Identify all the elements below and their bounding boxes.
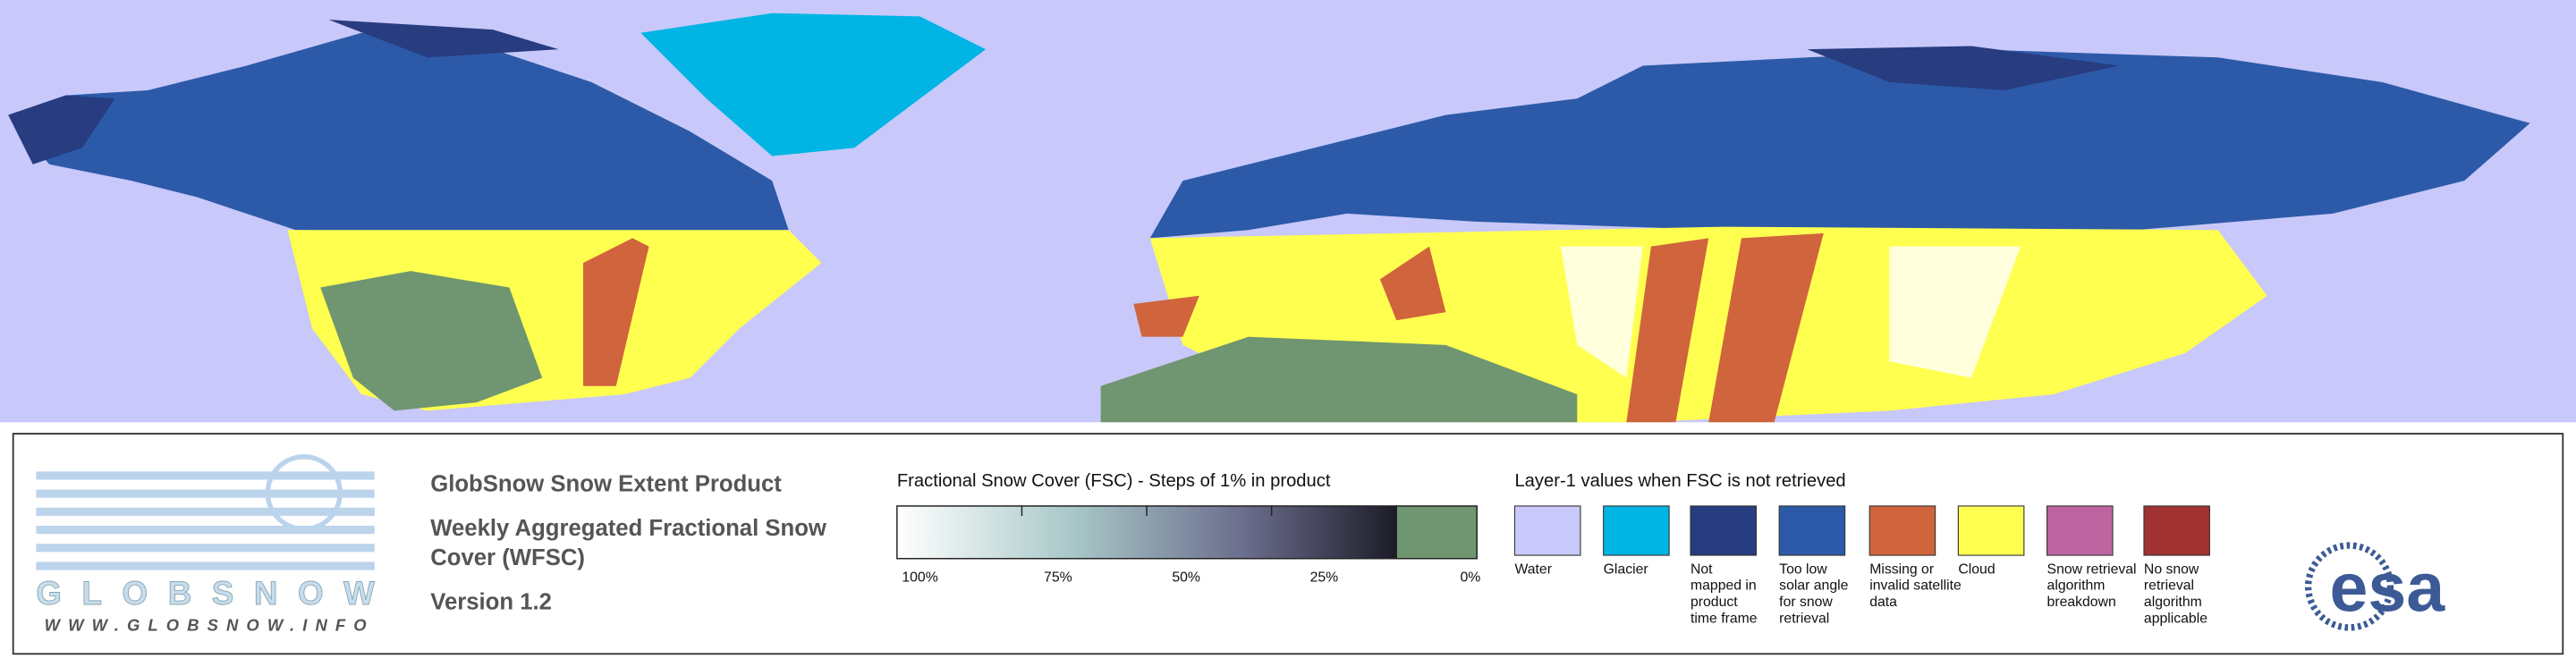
product-title: GlobSnow Snow Extent Product: [430, 471, 782, 496]
legend-label: applicable: [2144, 611, 2207, 626]
legend-label: Snow retrieval: [2047, 561, 2137, 577]
layer1-title: Layer-1 values when FSC is not retrieved: [1514, 471, 1845, 491]
colorbar-no-snow: [1395, 505, 1478, 560]
legend-label: time frame: [1690, 611, 1758, 626]
legend-label: retrieval: [2144, 578, 2194, 594]
legend-swatch: [1603, 505, 1670, 556]
legend-swatch: [1690, 505, 1758, 556]
esa-text: esa: [2329, 550, 2445, 627]
colorbar-title: Fractional Snow Cover (FSC) - Steps of 1…: [897, 471, 1331, 491]
legend-swatch: [2143, 505, 2210, 556]
legend-label: product: [1690, 595, 1738, 610]
legend-label: Too low: [1779, 561, 1827, 577]
legend-label: for snow: [1779, 595, 1833, 610]
legend-swatch: [1868, 505, 1936, 556]
legend-label: breakdown: [2047, 595, 2116, 610]
legend-label: Cloud: [1958, 561, 1995, 577]
legend-label: retrieval: [1779, 611, 1829, 626]
legend-swatch: [1513, 505, 1581, 556]
legend-label: mapped in: [1690, 578, 1757, 594]
colorbar-tick-label: 75%: [1044, 570, 1072, 585]
colorbar-tick-label: 0%: [1460, 570, 1480, 585]
colorbar-tick-label: 100%: [902, 570, 937, 585]
snow-map: [0, 0, 2576, 423]
legend-label: invalid satellite: [1869, 578, 1962, 594]
legend-label: Missing or: [1869, 561, 1934, 577]
legend-swatch: [2046, 505, 2114, 556]
legend-label: Water: [1514, 561, 1552, 577]
colorbar-tick-label: 25%: [1310, 570, 1339, 585]
colorbar-tick-label: 50%: [1172, 570, 1200, 585]
legend-label: algorithm: [2047, 578, 2106, 594]
product-subtitle: Cover (WFSC): [430, 545, 585, 570]
legend-label: solar angle: [1779, 578, 1848, 594]
legend-label: No snow: [2144, 561, 2199, 577]
product-version: Version 1.2: [430, 590, 552, 615]
product-subtitle: Weekly Aggregated Fractional Snow: [430, 516, 827, 541]
esa-logo: esa: [2304, 542, 2445, 631]
legend-label: data: [1869, 595, 1897, 610]
legend-swatch: [1957, 505, 2025, 556]
legend-swatch: [1778, 505, 1846, 556]
legend-label: algorithm: [2144, 595, 2202, 610]
legend-label: Glacier: [1604, 561, 1648, 577]
legend-label: Not: [1690, 561, 1713, 577]
